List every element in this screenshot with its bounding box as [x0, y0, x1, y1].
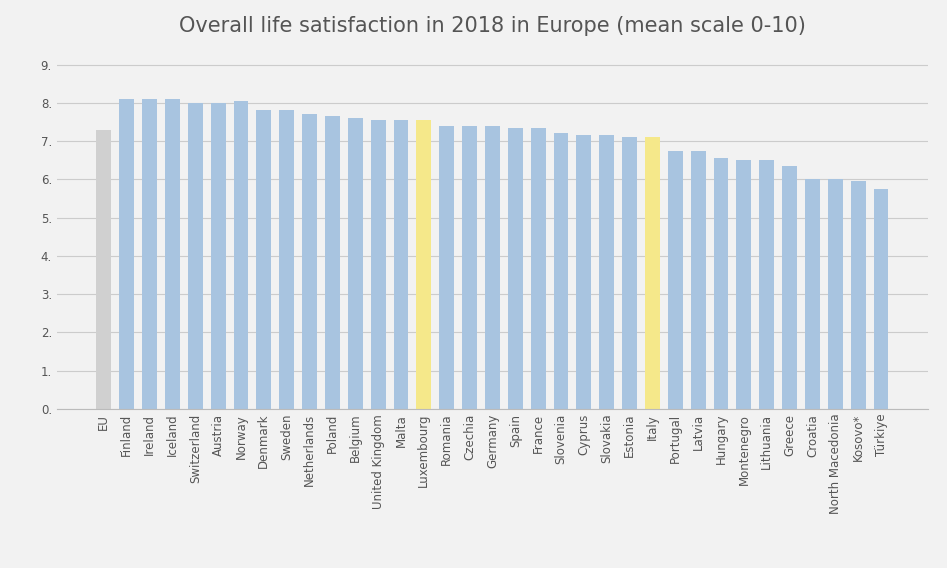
Bar — [462, 126, 477, 409]
Bar — [530, 128, 545, 409]
Bar — [828, 179, 843, 409]
Bar — [348, 118, 363, 409]
Bar — [737, 160, 751, 409]
Bar — [645, 137, 660, 409]
Bar — [302, 114, 317, 409]
Bar — [370, 120, 385, 409]
Bar — [119, 99, 134, 409]
Bar — [188, 103, 203, 409]
Bar — [508, 128, 523, 409]
Bar — [485, 126, 500, 409]
Bar — [165, 99, 180, 409]
Bar — [599, 135, 615, 409]
Bar — [394, 120, 408, 409]
Title: Overall life satisfaction in 2018 in Europe (mean scale 0-10): Overall life satisfaction in 2018 in Eur… — [179, 15, 806, 36]
Bar — [97, 130, 112, 409]
Bar — [759, 160, 774, 409]
Bar — [668, 151, 683, 409]
Bar — [577, 135, 591, 409]
Bar — [622, 137, 637, 409]
Bar — [782, 166, 797, 409]
Bar — [554, 133, 568, 409]
Bar — [325, 116, 340, 409]
Bar — [439, 126, 455, 409]
Bar — [257, 111, 271, 409]
Bar — [714, 158, 728, 409]
Bar — [690, 151, 706, 409]
Bar — [234, 101, 248, 409]
Bar — [873, 189, 888, 409]
Bar — [805, 179, 820, 409]
Bar — [142, 99, 157, 409]
Bar — [211, 103, 225, 409]
Bar — [279, 111, 295, 409]
Bar — [417, 120, 431, 409]
Bar — [850, 181, 866, 409]
